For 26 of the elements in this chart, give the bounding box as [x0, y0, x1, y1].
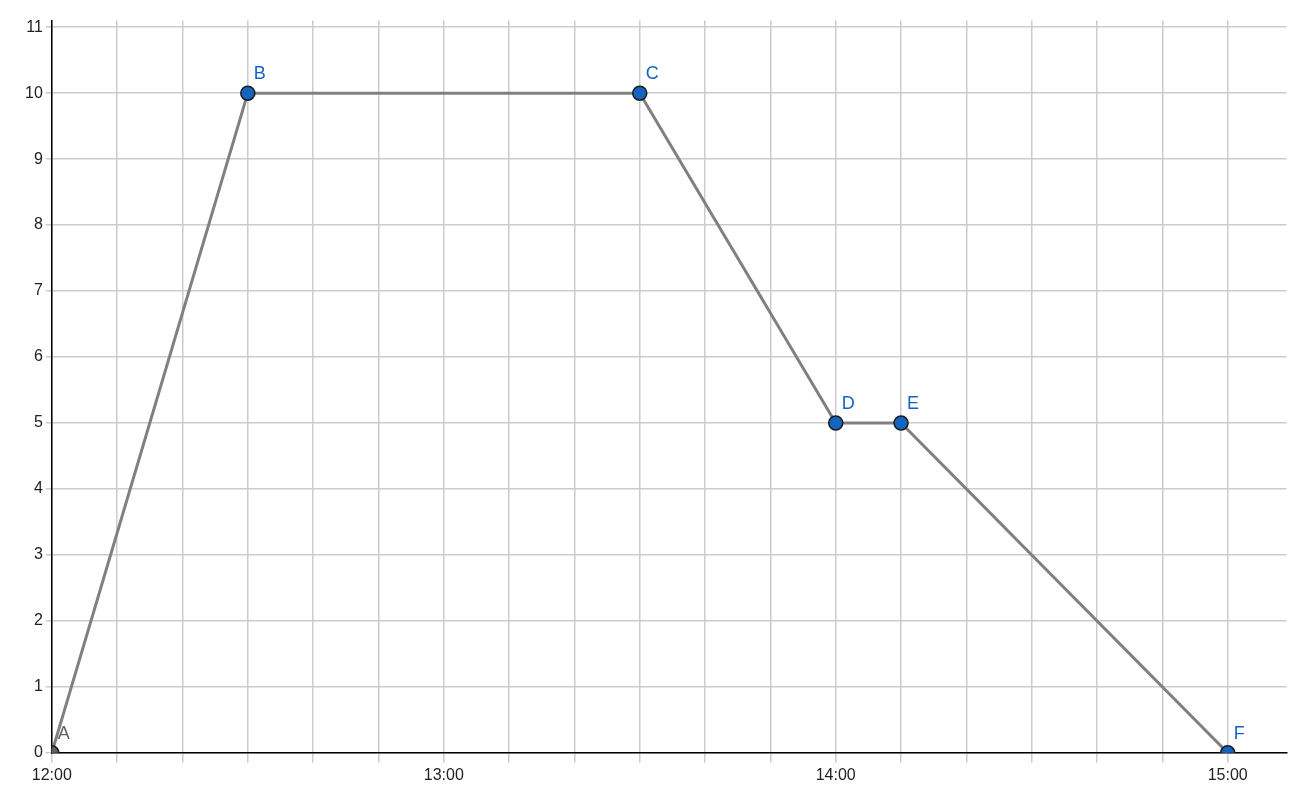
point	[632, 85, 648, 101]
y-tick-label: 1	[33, 677, 43, 695]
y-tick-label: 4	[33, 479, 43, 497]
annotation: F	[1233, 722, 1245, 743]
y-tick-label: 3	[33, 545, 43, 563]
annotation: A	[57, 722, 70, 743]
y-tick-label: 5	[33, 413, 43, 431]
y-tick-label: 6	[33, 347, 43, 365]
x-tick-label: 13:00	[423, 765, 464, 783]
annotation: C	[645, 63, 659, 84]
annotation: B	[253, 63, 266, 84]
y-tick-label: 9	[33, 149, 43, 167]
x-tick-label: 15:00	[1207, 765, 1248, 783]
annotation: E	[907, 392, 920, 413]
annotation: D	[841, 392, 855, 413]
y-tick-label: 8	[33, 215, 43, 233]
x-tick-label: 14:00	[815, 765, 856, 783]
y-tick-label: 7	[33, 281, 43, 299]
point	[893, 415, 909, 431]
y-tick-label: 11	[26, 17, 43, 35]
point	[240, 85, 256, 101]
y-tick-label: 2	[33, 611, 43, 629]
y-tick-label: 0	[33, 743, 43, 761]
y-tick-label: 10	[25, 83, 43, 101]
x-tick-label: 12:00	[31, 765, 72, 783]
point	[827, 415, 844, 431]
